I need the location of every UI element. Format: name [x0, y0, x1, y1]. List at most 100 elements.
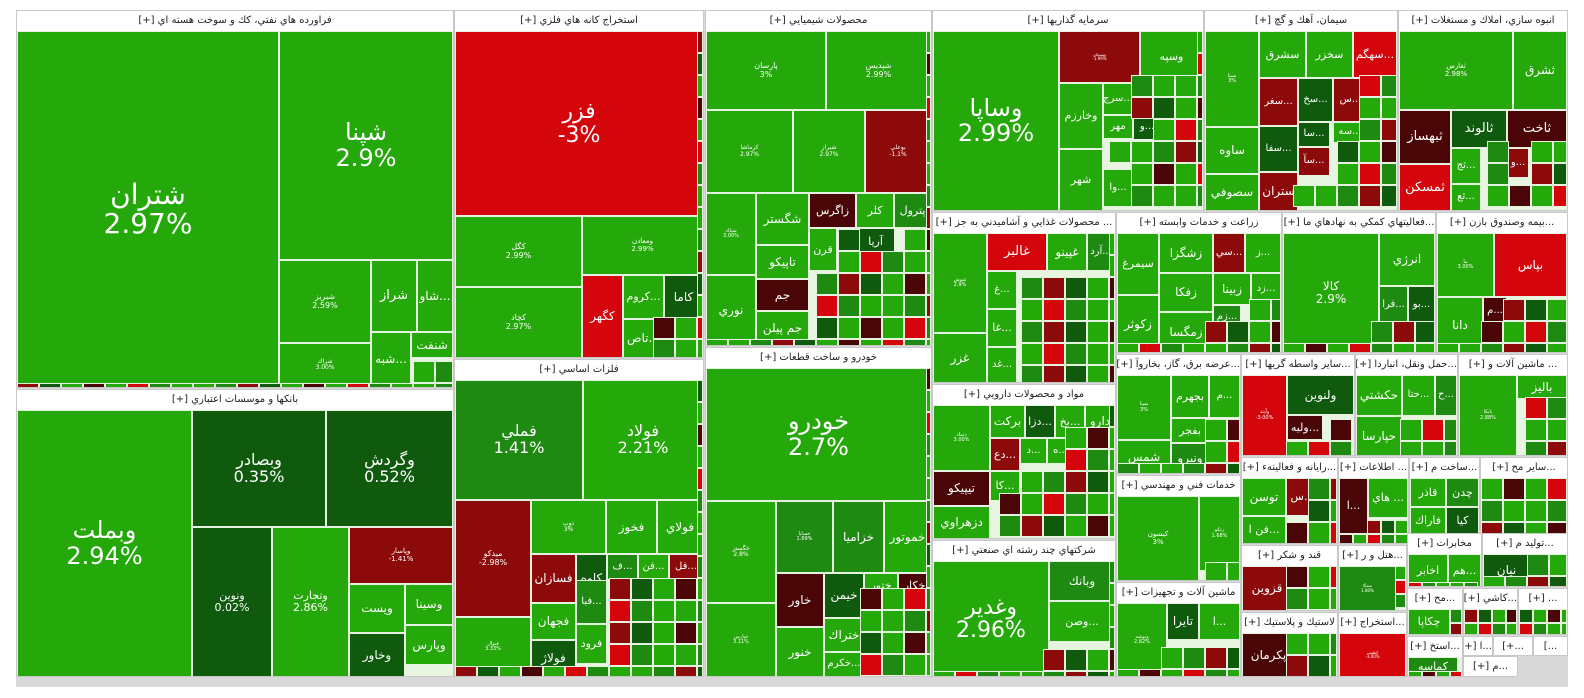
stock-tile[interactable]: قرن: [809, 228, 837, 271]
stock-tile-small[interactable]: [1381, 119, 1397, 141]
stock-tile-small[interactable]: [1205, 463, 1227, 473]
sector-header-expand[interactable]: ...+]: [1494, 637, 1532, 655]
stock-tile-small[interactable]: [838, 273, 860, 295]
stock-tile[interactable]: چكاپا: [1408, 609, 1450, 634]
stock-tile-small[interactable]: [1286, 522, 1308, 543]
stock-tile-small[interactable]: [1330, 633, 1337, 655]
stock-tile-small[interactable]: [391, 383, 413, 387]
stock-tile[interactable]: ...كروم: [623, 275, 664, 319]
stock-tile[interactable]: وبصادر 0.35%: [192, 410, 326, 527]
stock-tile-small[interactable]: [1553, 141, 1567, 163]
stock-tile-small[interactable]: [926, 610, 931, 632]
stock-tile-small[interactable]: [1065, 321, 1087, 343]
stock-tile-small[interactable]: [838, 339, 860, 345]
sector-header-expand[interactable]: ماشين آلات و تجهيزات [+]: [1117, 583, 1240, 603]
stock-tile-small[interactable]: [1043, 515, 1065, 537]
stock-tile-small[interactable]: [1109, 277, 1115, 299]
stock-tile-small[interactable]: [1153, 185, 1175, 207]
stock-tile-small[interactable]: [281, 383, 303, 387]
stock-tile[interactable]: ...فن ا: [1242, 516, 1286, 543]
stock-tile[interactable]: تاپيكو: [756, 245, 809, 279]
stock-tile-small[interactable]: [1249, 299, 1271, 321]
stock-tile[interactable]: غپوش 2.9%: [933, 233, 987, 333]
stock-tile-small[interactable]: [1527, 576, 1549, 586]
stock-tile[interactable]: اخابر: [1408, 554, 1448, 586]
stock-tile[interactable]: سيمرغ: [1117, 233, 1159, 295]
stock-tile-small[interactable]: [105, 383, 127, 387]
stock-tile-small[interactable]: [1506, 623, 1517, 634]
stock-tile-small[interactable]: [1021, 365, 1043, 382]
stock-tile-small[interactable]: [860, 632, 882, 654]
stock-tile-small[interactable]: [977, 671, 999, 676]
stock-tile[interactable]: ...ز: [1245, 233, 1281, 273]
stock-tile-small[interactable]: [926, 500, 931, 522]
stock-tile-small[interactable]: [1109, 343, 1115, 365]
sector-header-expand[interactable]: فراورده هاي نفتي، كك و سوخت هسته اي [+]: [17, 11, 453, 31]
stock-tile-small[interactable]: [1481, 343, 1503, 352]
stock-tile[interactable]: ...خكرم: [824, 652, 864, 676]
stock-tile-small[interactable]: [1478, 609, 1492, 623]
stock-tile-small[interactable]: [1197, 75, 1203, 97]
sector-header-expand[interactable]: ...مح [+]: [1408, 589, 1462, 609]
stock-tile-small[interactable]: [1021, 343, 1043, 365]
stock-tile-small[interactable]: [697, 490, 703, 512]
stock-tile-small[interactable]: [1359, 185, 1381, 207]
stock-tile[interactable]: خنور: [776, 627, 824, 676]
stock-tile-small[interactable]: [999, 493, 1021, 515]
stock-tile-small[interactable]: [521, 666, 543, 676]
stock-tile[interactable]: كالا 2.9%: [1283, 233, 1379, 352]
stock-tile-small[interactable]: [1549, 576, 1567, 586]
stock-tile-small[interactable]: [1227, 562, 1240, 580]
stock-tile-small[interactable]: [435, 383, 453, 387]
stock-tile[interactable]: شگستر: [756, 193, 809, 245]
stock-tile[interactable]: غزر: [933, 333, 987, 382]
stock-tile[interactable]: ...سهگم: [1353, 31, 1397, 78]
sector-header-expand[interactable]: مخابرات [+]: [1408, 534, 1481, 554]
stock-tile[interactable]: كگهر: [582, 275, 623, 357]
stock-tile-small[interactable]: [697, 556, 703, 578]
stock-tile-small[interactable]: [697, 534, 703, 556]
stock-tile-small[interactable]: [1021, 299, 1043, 321]
stock-tile-small[interactable]: [1175, 141, 1197, 163]
sector-header-expand[interactable]: ...فعاليتهاي كمكي به نهادهاي ما [+]: [1283, 213, 1435, 233]
stock-tile-small[interactable]: [1087, 321, 1109, 343]
stock-tile[interactable]: جم: [756, 279, 809, 311]
stock-tile-small[interactable]: [653, 317, 675, 339]
stock-tile-small[interactable]: [1308, 633, 1330, 655]
stock-tile-small[interactable]: [697, 600, 703, 622]
sector-header-expand[interactable]: ... محصولات غذايي و آشاميدني به جز [+]: [933, 213, 1115, 233]
sector-header-expand[interactable]: انبوه سازي، املاك و مستغلات [+]: [1399, 11, 1567, 31]
stock-tile-small[interactable]: [697, 251, 703, 273]
stock-tile-small[interactable]: [697, 468, 703, 490]
stock-tile[interactable]: فولاد 2.21%: [583, 380, 703, 500]
stock-tile[interactable]: ...ح: [1435, 375, 1457, 416]
stock-tile-small[interactable]: [1547, 343, 1567, 352]
stock-tile-small[interactable]: [653, 578, 675, 600]
stock-tile-small[interactable]: [1065, 365, 1087, 382]
stock-tile[interactable]: وساپا 2.99%: [933, 31, 1059, 210]
stock-tile-small[interactable]: [697, 207, 703, 229]
stock-tile-small[interactable]: [1547, 441, 1567, 455]
stock-tile[interactable]: حكشتي: [1356, 375, 1402, 416]
stock-tile-small[interactable]: [1359, 97, 1381, 119]
stock-tile[interactable]: ...وليه: [1287, 415, 1323, 440]
stock-tile-small[interactable]: [1021, 321, 1043, 343]
stock-tile-small[interactable]: [1283, 343, 1305, 352]
stock-tile-small[interactable]: [838, 229, 860, 251]
stock-tile[interactable]: چدن: [1446, 478, 1479, 507]
stock-tile-small[interactable]: [149, 383, 171, 387]
stock-tile-small[interactable]: [1527, 554, 1549, 576]
stock-tile-small[interactable]: [1531, 163, 1553, 185]
stock-tile-small[interactable]: [728, 339, 750, 345]
stock-tile[interactable]: زكوثر: [1117, 295, 1159, 352]
stock-tile-small[interactable]: [1359, 141, 1381, 163]
stock-tile[interactable]: ثشرق: [1513, 31, 1567, 110]
sector-header-expand[interactable]: زراعت و خدمات وابسته [+]: [1117, 213, 1281, 233]
stock-tile[interactable]: غپينو: [1047, 233, 1087, 271]
stock-tile[interactable]: ...د: [1020, 438, 1047, 464]
stock-tile[interactable]: شهر: [1059, 149, 1103, 210]
stock-tile[interactable]: رتكو 1.68%: [1199, 496, 1240, 571]
stock-tile[interactable]: ...سغر: [1259, 78, 1298, 126]
stock-tile-small[interactable]: [1481, 500, 1503, 522]
stock-tile-small[interactable]: [1087, 671, 1109, 676]
